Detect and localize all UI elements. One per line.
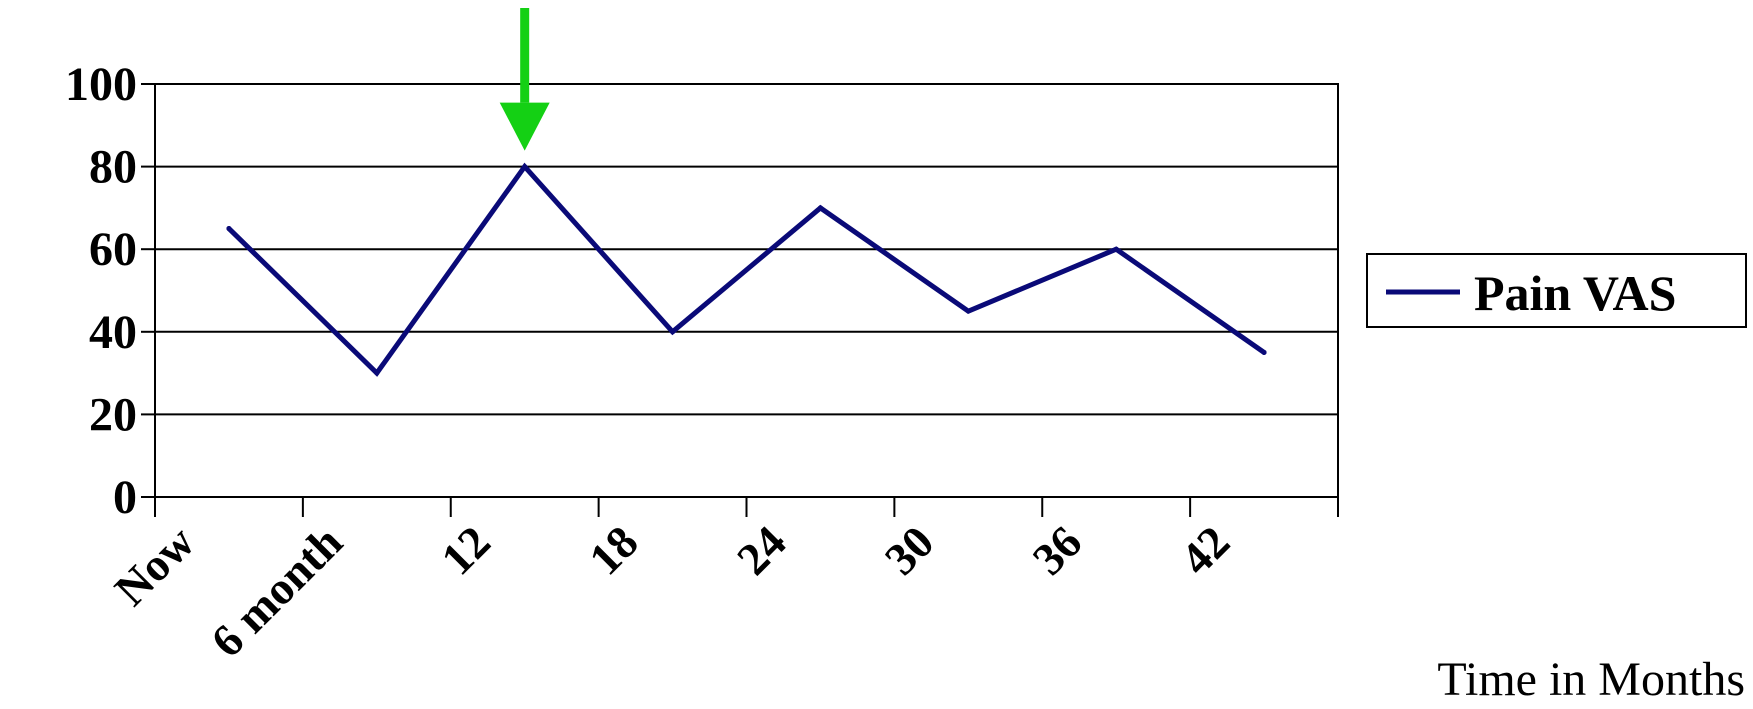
plot-area — [154, 83, 1339, 498]
data-point-5 — [965, 308, 971, 314]
data-point-3 — [670, 329, 676, 335]
legend-label-pain-vas: Pain VAS — [1474, 265, 1676, 321]
x-tick-label-1: 6 month — [201, 516, 352, 667]
x-axis-label: Time in Months — [1437, 653, 1745, 706]
data-point-1 — [374, 370, 380, 376]
data-point-4 — [817, 205, 823, 211]
x-tick-label-3: 18 — [579, 516, 648, 585]
y-tick-label-60: 60 — [89, 223, 137, 276]
y-tick-label-20: 20 — [89, 388, 137, 441]
data-point-0 — [226, 226, 232, 232]
highlight-arrow — [499, 8, 550, 151]
x-tick-label-2: 12 — [431, 516, 500, 585]
x-tick-label-0: Now — [105, 516, 204, 615]
y-tick-label-80: 80 — [89, 141, 137, 194]
y-axis: 0 20 40 60 80 100 — [65, 58, 155, 524]
data-point-6 — [1113, 246, 1119, 252]
series-line-pain-vas — [226, 162, 1267, 377]
y-tick-label-100: 100 — [65, 58, 137, 111]
y-tick-label-0: 0 — [113, 471, 137, 524]
x-tick-label-5: 30 — [875, 516, 944, 585]
data-point-2 — [522, 164, 528, 170]
x-tick-label-4: 24 — [727, 516, 796, 585]
gridlines — [155, 83, 1338, 498]
y-tick-label-40: 40 — [89, 306, 137, 359]
series-layer — [226, 162, 1267, 377]
data-point-7 — [1261, 349, 1267, 355]
x-tick-label-7: 42 — [1171, 516, 1240, 585]
x-tick-label-6: 36 — [1023, 516, 1092, 585]
legend: Pain VAS — [1366, 253, 1747, 328]
arrow-head — [499, 102, 550, 151]
arrow-shaft — [520, 8, 530, 103]
